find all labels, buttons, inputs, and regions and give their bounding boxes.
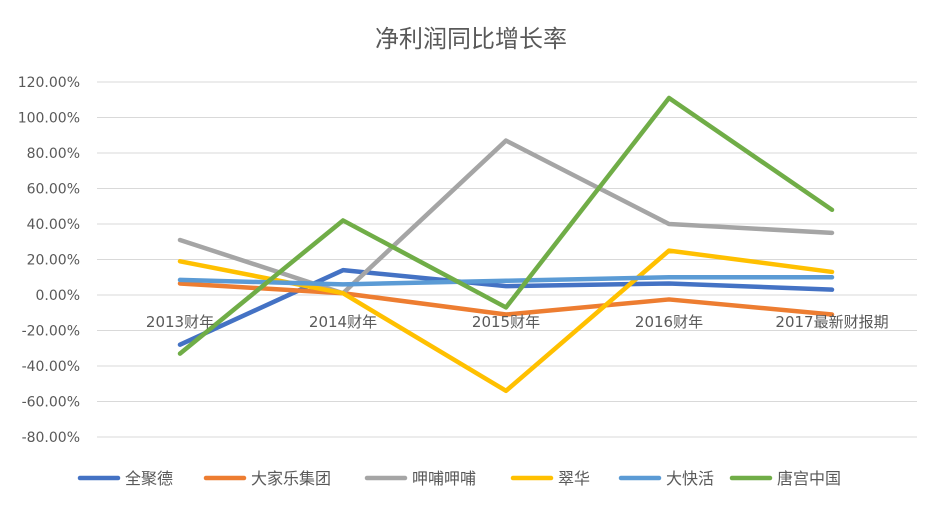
series-line-4 — [177, 275, 835, 287]
y-tick-label: 80.00% — [27, 146, 80, 162]
y-axis-tick-labels: 120.00% 100.00% 80.00% 60.00% 40.00% 20.00% 0.… — [18, 75, 80, 446]
legend-label: 全聚德 — [125, 469, 173, 488]
chart-title: 净利润同比增长率 — [375, 25, 567, 53]
series-line-1 — [177, 281, 835, 317]
legend-label: 大快活 — [666, 469, 714, 488]
y-tick-label: 0.00% — [36, 288, 80, 304]
x-axis-tick-labels: 2013财年 2014财年 2015财年 2016财年 2017最新财报期 — [146, 313, 889, 331]
legend-label: 唐宫中国 — [777, 469, 841, 488]
series-line-0 — [177, 267, 835, 347]
x-tick-label: 2015财年 — [472, 313, 540, 331]
series-line-2 — [177, 138, 835, 296]
y-tick-label: -20.00% — [22, 324, 80, 340]
series-lines — [177, 95, 835, 394]
x-tick-label: 2017最新财报期 — [775, 313, 888, 331]
series-line-5 — [177, 95, 835, 356]
y-tick-label: -80.00% — [22, 430, 80, 446]
x-tick-label: 2016财年 — [635, 313, 703, 331]
legend: 全聚德 大家乐集团 呷哺呷哺 翠华 大快活 唐宫中国 — [77, 469, 841, 488]
y-tick-label: 120.00% — [18, 75, 80, 91]
legend-label: 呷哺呷哺 — [412, 469, 476, 488]
y-tick-label: -60.00% — [22, 395, 80, 411]
gridlines — [97, 81, 917, 438]
x-tick-label: 2014财年 — [309, 313, 377, 331]
y-tick-label: 100.00% — [18, 111, 80, 127]
legend-label: 大家乐集团 — [251, 469, 331, 488]
y-tick-label: 40.00% — [27, 217, 80, 233]
x-tick-label: 2013财年 — [146, 313, 214, 331]
y-tick-label: -40.00% — [22, 359, 80, 375]
legend-label: 翠华 — [558, 469, 590, 488]
y-tick-label: 60.00% — [27, 182, 80, 198]
y-tick-label: 20.00% — [27, 253, 80, 269]
